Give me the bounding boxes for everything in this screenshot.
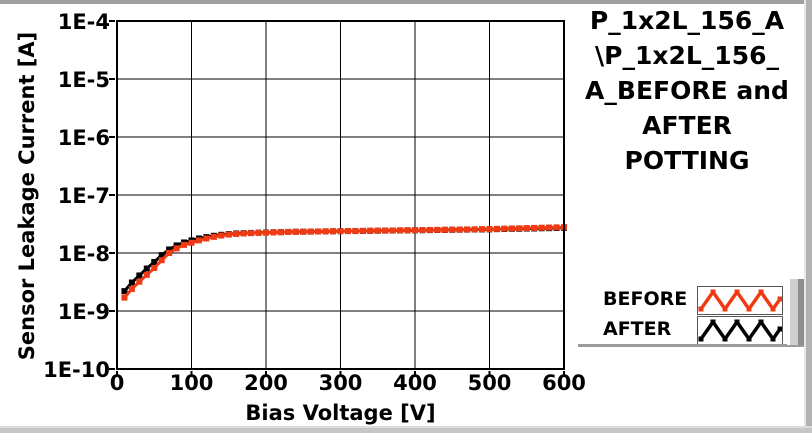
y-tick-label: 1E-8 <box>58 242 110 266</box>
legend-line-sample <box>698 289 782 312</box>
x-tick-label: 200 <box>244 371 288 395</box>
axis-ticks <box>109 20 565 377</box>
y-axis-title: Sensor Leakage Current [A] <box>15 31 39 361</box>
legend-scrollbar[interactable] <box>787 279 804 345</box>
legend-label-after: AFTER <box>603 318 672 340</box>
y-tick-label: 1E-6 <box>58 126 110 150</box>
legend-shadow <box>578 344 805 347</box>
plot-frame <box>116 20 565 370</box>
window-border-top <box>0 0 812 4</box>
legend-sample-before-icon[interactable] <box>697 286 783 315</box>
graph-title: P_1x2L_156_A \P_1x2L_156_ A_BEFORE and A… <box>585 6 789 175</box>
x-tick-label: 400 <box>393 371 437 395</box>
legend-label-before: BEFORE <box>603 288 688 310</box>
tick-labels: 0 100 200 300 400 500 600 1E-4 1E-5 1E-6 1E-7 1E-8 1… <box>43 10 586 395</box>
plot-legend: BEFORE AFTER <box>590 278 788 346</box>
y-tick-label: 1E-9 <box>58 300 110 324</box>
x-axis-title: Bias Voltage [V] <box>245 401 436 425</box>
x-tick-label: 600 <box>542 371 586 395</box>
x-tick-label: 0 <box>110 371 125 395</box>
y-tick-label: 1E-7 <box>58 184 110 208</box>
window-border-bottom <box>0 426 812 433</box>
x-tick-label: 100 <box>170 371 214 395</box>
y-tick-label: 1E-10 <box>43 358 110 382</box>
legend-row-after: AFTER <box>590 316 788 346</box>
y-tick-label: 1E-5 <box>58 68 110 92</box>
legend-sample-after-icon[interactable] <box>697 316 783 345</box>
window-border-right <box>804 0 812 433</box>
x-tick-label: 300 <box>319 371 363 395</box>
series-before <box>121 224 567 301</box>
legend-row-before: BEFORE <box>590 286 788 316</box>
gridlines <box>117 21 564 369</box>
x-tick-label: 500 <box>468 371 512 395</box>
y-tick-label: 1E-4 <box>58 10 110 34</box>
legend-line-sample <box>698 319 782 342</box>
